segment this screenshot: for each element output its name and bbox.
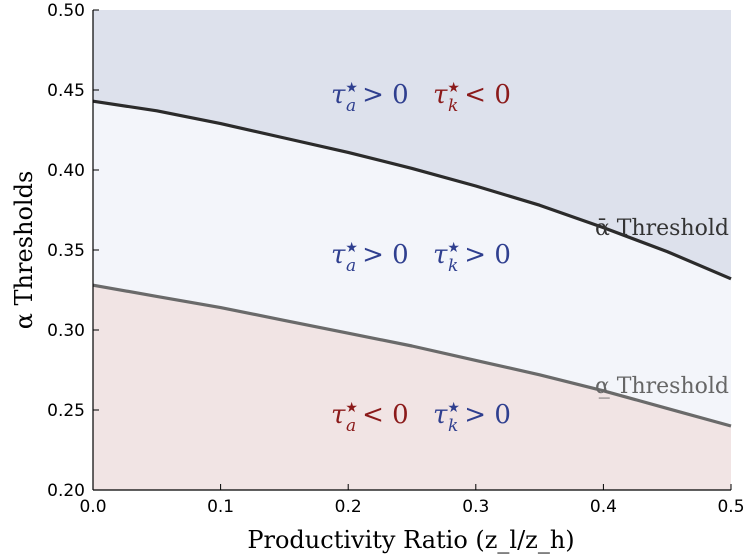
y-tick-label: 0.25 [47, 401, 85, 421]
threshold-lines [92, 99, 732, 428]
region-label-tau-a: τ★ a > 0 [331, 80, 409, 116]
region-label-tau-k: τ★ k > 0 [433, 240, 511, 276]
region-label-tau-k: τ★ k < 0 [433, 80, 511, 116]
line-labels: ᾱ Threshold α̲ Threshold [595, 216, 729, 399]
region-label-tau-k: τ★ k > 0 [433, 400, 511, 436]
x-tick-label: 0.3 [462, 497, 489, 517]
y-tick-label: 0.45 [47, 81, 85, 101]
x-tick-label: 0.1 [207, 497, 234, 517]
y-tick-label: 0.40 [47, 161, 85, 181]
region-upper [93, 10, 731, 279]
region-lower [93, 285, 731, 490]
lower-threshold-label: α̲ Threshold [595, 374, 729, 399]
y-tick-label: 0.35 [47, 241, 85, 261]
lower-threshold-line [92, 283, 732, 428]
region-label-tau-a: τ★ a > 0 [331, 240, 409, 276]
upper-threshold-line [92, 99, 732, 281]
region-labels: τ★ a > 0 τ★ k < 0 τ★ a > 0 τ★ k > 0 τ★ a < 0 τ★ k > 0 [331, 80, 511, 436]
region-fills [93, 10, 731, 490]
region-middle [93, 101, 731, 426]
x-tick-label: 0.5 [717, 497, 744, 517]
x-tick-label: 0.0 [79, 497, 106, 517]
y-tick-label: 0.50 [47, 1, 85, 21]
x-ticks: 0.0 0.1 0.2 0.3 0.4 0.5 [79, 484, 745, 517]
x-tick-label: 0.2 [335, 497, 362, 517]
y-tick-label: 0.20 [47, 481, 85, 501]
region-label-tau-a: τ★ a < 0 [331, 400, 409, 436]
y-ticks: 0.20 0.25 0.30 0.35 0.40 0.45 0.50 [47, 1, 99, 501]
y-tick-label: 0.30 [47, 321, 85, 341]
y-axis-label: α Thresholds [10, 171, 38, 330]
upper-threshold-label: ᾱ Threshold [595, 216, 729, 241]
x-axis-label: Productivity Ratio (z_l/z_h) [247, 526, 574, 554]
x-tick-label: 0.4 [590, 497, 617, 517]
